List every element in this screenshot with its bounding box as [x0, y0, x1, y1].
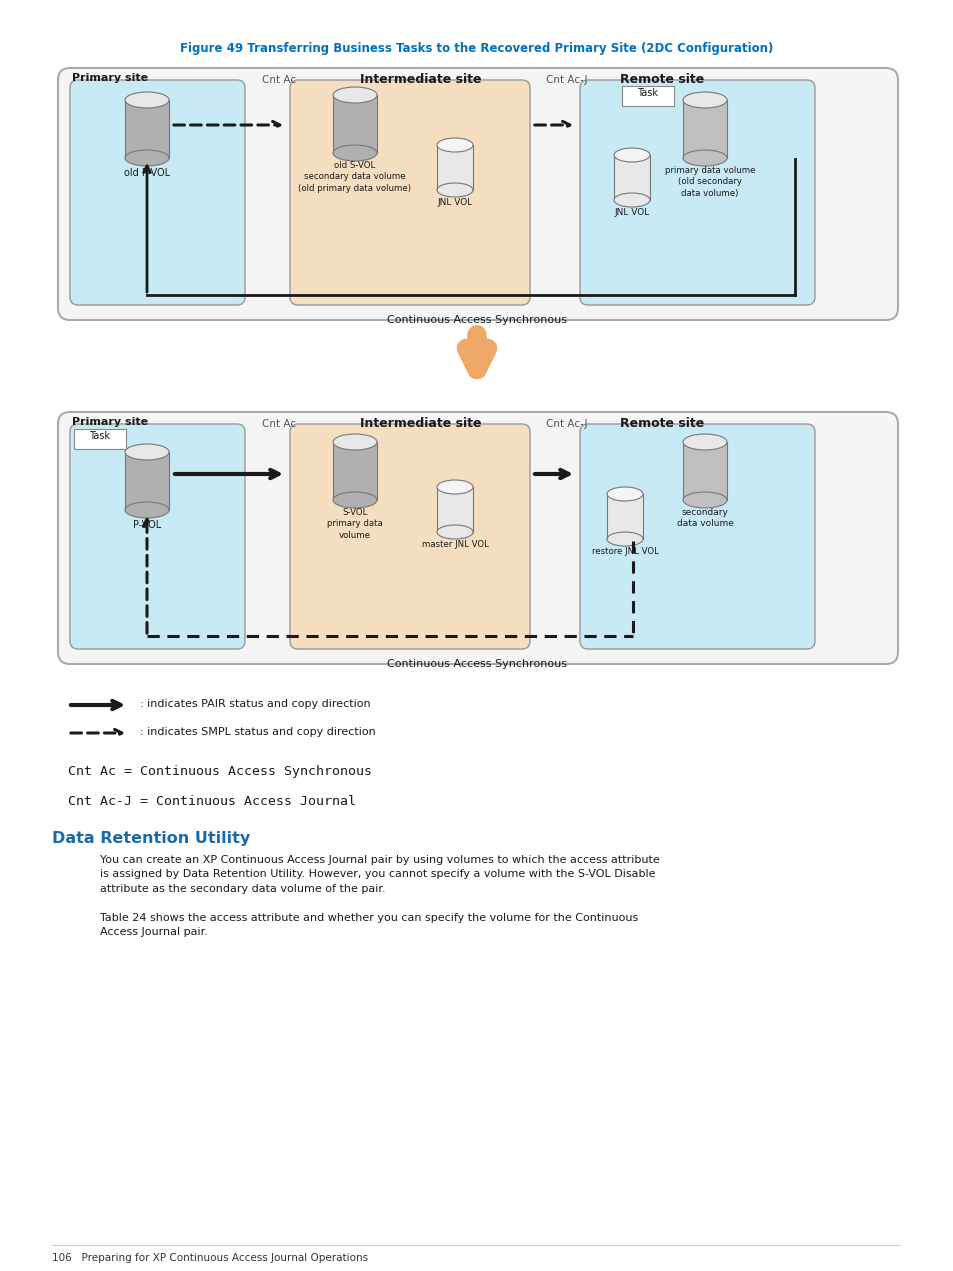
Text: restore JNL VOL: restore JNL VOL [591, 547, 658, 555]
Polygon shape [614, 155, 649, 200]
Polygon shape [333, 442, 376, 500]
Polygon shape [125, 100, 169, 158]
FancyBboxPatch shape [70, 425, 245, 649]
FancyBboxPatch shape [70, 80, 245, 305]
Ellipse shape [614, 147, 649, 161]
Polygon shape [333, 95, 376, 153]
Ellipse shape [333, 86, 376, 103]
Ellipse shape [125, 502, 169, 519]
Text: primary data volume
(old secondary
data volume): primary data volume (old secondary data … [664, 167, 755, 198]
Ellipse shape [333, 492, 376, 508]
Text: JNL VOL: JNL VOL [614, 208, 649, 217]
Ellipse shape [682, 433, 726, 450]
Text: Continuous Access Synchronous: Continuous Access Synchronous [387, 658, 566, 669]
Polygon shape [682, 442, 726, 500]
FancyBboxPatch shape [58, 69, 897, 320]
Text: 106   Preparing for XP Continuous Access Journal Operations: 106 Preparing for XP Continuous Access J… [52, 1253, 368, 1263]
Polygon shape [682, 100, 726, 158]
Text: Intermediate site: Intermediate site [359, 417, 481, 430]
Ellipse shape [682, 150, 726, 167]
Ellipse shape [606, 533, 642, 547]
Ellipse shape [436, 525, 473, 539]
Text: Primary site: Primary site [71, 417, 148, 427]
Text: Remote site: Remote site [619, 72, 703, 86]
Ellipse shape [614, 193, 649, 207]
Ellipse shape [125, 92, 169, 108]
Text: Cnt Ac: Cnt Ac [262, 75, 295, 85]
Polygon shape [436, 145, 473, 189]
Text: Table 24 shows the access attribute and whether you can specify the volume for t: Table 24 shows the access attribute and … [100, 913, 638, 938]
Text: S-VOL
primary data
volume: S-VOL primary data volume [327, 508, 382, 540]
Text: Cnt Ac-J: Cnt Ac-J [545, 419, 587, 430]
Polygon shape [436, 487, 473, 533]
FancyBboxPatch shape [290, 425, 530, 649]
Text: master JNL VOL: master JNL VOL [421, 540, 488, 549]
Text: old P-VOL: old P-VOL [124, 168, 170, 178]
Polygon shape [125, 452, 169, 510]
Text: P-VOL: P-VOL [132, 520, 161, 530]
Bar [621, 86, 673, 105]
Text: Continuous Access Synchronous: Continuous Access Synchronous [387, 315, 566, 325]
Text: Cnt Ac-J: Cnt Ac-J [545, 75, 587, 85]
Text: : indicates PAIR status and copy direction: : indicates PAIR status and copy directi… [140, 699, 370, 709]
Ellipse shape [682, 92, 726, 108]
Text: You can create an XP Continuous Access Journal pair by using volumes to which th: You can create an XP Continuous Access J… [100, 855, 659, 894]
Text: secondary
data volume: secondary data volume [676, 508, 733, 529]
Bar [74, 430, 126, 449]
FancyBboxPatch shape [579, 80, 814, 305]
Ellipse shape [436, 183, 473, 197]
Ellipse shape [436, 480, 473, 494]
Text: Task: Task [90, 431, 111, 441]
Polygon shape [606, 494, 642, 539]
Ellipse shape [333, 433, 376, 450]
Ellipse shape [125, 150, 169, 167]
Text: Cnt Ac: Cnt Ac [262, 419, 295, 430]
FancyBboxPatch shape [58, 412, 897, 663]
Text: Intermediate site: Intermediate site [359, 72, 481, 86]
Text: Remote site: Remote site [619, 417, 703, 430]
Text: : indicates SMPL status and copy direction: : indicates SMPL status and copy directi… [140, 727, 375, 737]
Text: JNL VOL: JNL VOL [436, 198, 472, 207]
Text: Primary site: Primary site [71, 72, 148, 83]
Text: Task: Task [637, 88, 658, 98]
Ellipse shape [606, 487, 642, 501]
Text: Figure 49 Transferring Business Tasks to the Recovered Primary Site (2DC Configu: Figure 49 Transferring Business Tasks to… [180, 42, 773, 55]
FancyBboxPatch shape [579, 425, 814, 649]
Text: Data Retention Utility: Data Retention Utility [52, 831, 250, 846]
Text: Cnt Ac-J = Continuous Access Journal: Cnt Ac-J = Continuous Access Journal [68, 794, 355, 808]
Ellipse shape [125, 444, 169, 460]
Text: old S-VOL
secondary data volume
(old primary data volume): old S-VOL secondary data volume (old pri… [298, 161, 411, 193]
Ellipse shape [333, 145, 376, 161]
FancyBboxPatch shape [290, 80, 530, 305]
Ellipse shape [682, 492, 726, 508]
Text: Cnt Ac = Continuous Access Synchronous: Cnt Ac = Continuous Access Synchronous [68, 765, 372, 778]
Ellipse shape [436, 139, 473, 153]
